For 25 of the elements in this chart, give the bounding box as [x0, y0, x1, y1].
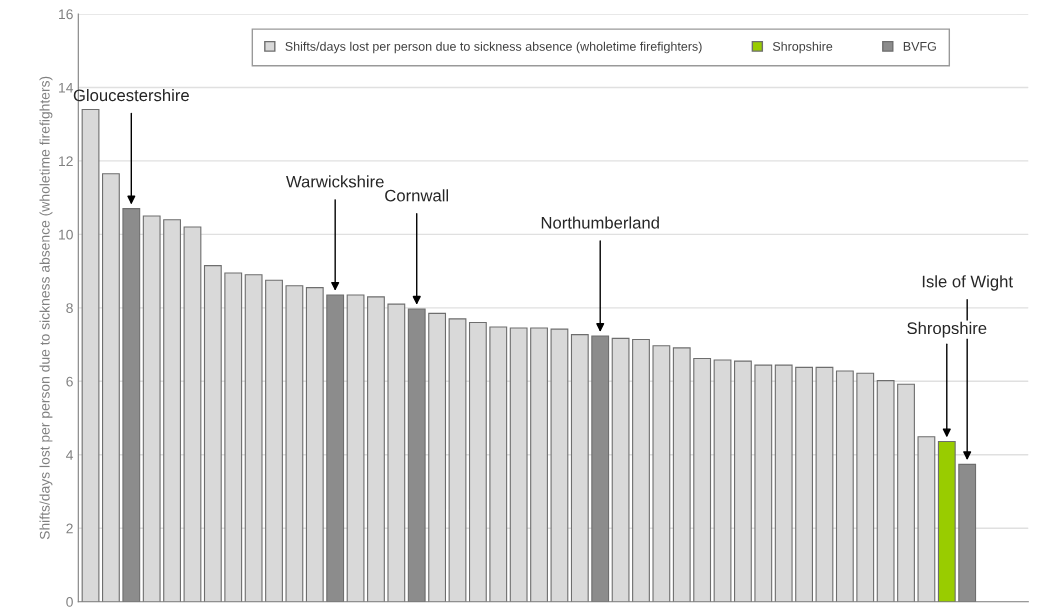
- bar: [326, 294, 345, 602]
- annotation: Isle of Wight: [922, 275, 1013, 291]
- y-tick-label: 8: [66, 303, 73, 314]
- bar: [407, 308, 426, 602]
- annotation: Gloucestershire: [73, 88, 189, 102]
- y-tick-label: 2: [66, 523, 73, 534]
- annotation: Northumberland: [541, 216, 659, 229]
- annotation: Cornwall: [385, 189, 449, 202]
- bar: [958, 463, 977, 602]
- y-tick-label: 10: [59, 229, 73, 240]
- bar: [591, 335, 610, 602]
- y-tick-label: 6: [66, 376, 73, 387]
- legend-label: BVFG: [903, 41, 936, 51]
- annotation: Shropshire: [907, 321, 987, 338]
- bar: [122, 208, 141, 602]
- y-tick-label: 0: [66, 597, 73, 607]
- y-tick-label: 16: [59, 9, 73, 20]
- y-tick-label: 4: [66, 450, 74, 460]
- legend-label: Shifts/days lost per person due to sickness absence (wholetime firefighters): [285, 41, 702, 54]
- legend-label: Shropshire: [772, 41, 833, 54]
- annotation: Warwickshire: [286, 175, 384, 188]
- y-axis-title: Shifts/days lost per person due to sickness absence (wholetime firefighters): [39, 76, 53, 540]
- y-tick-label: 14: [59, 82, 74, 93]
- y-tick-label: 12: [59, 156, 73, 166]
- bar: [937, 440, 956, 602]
